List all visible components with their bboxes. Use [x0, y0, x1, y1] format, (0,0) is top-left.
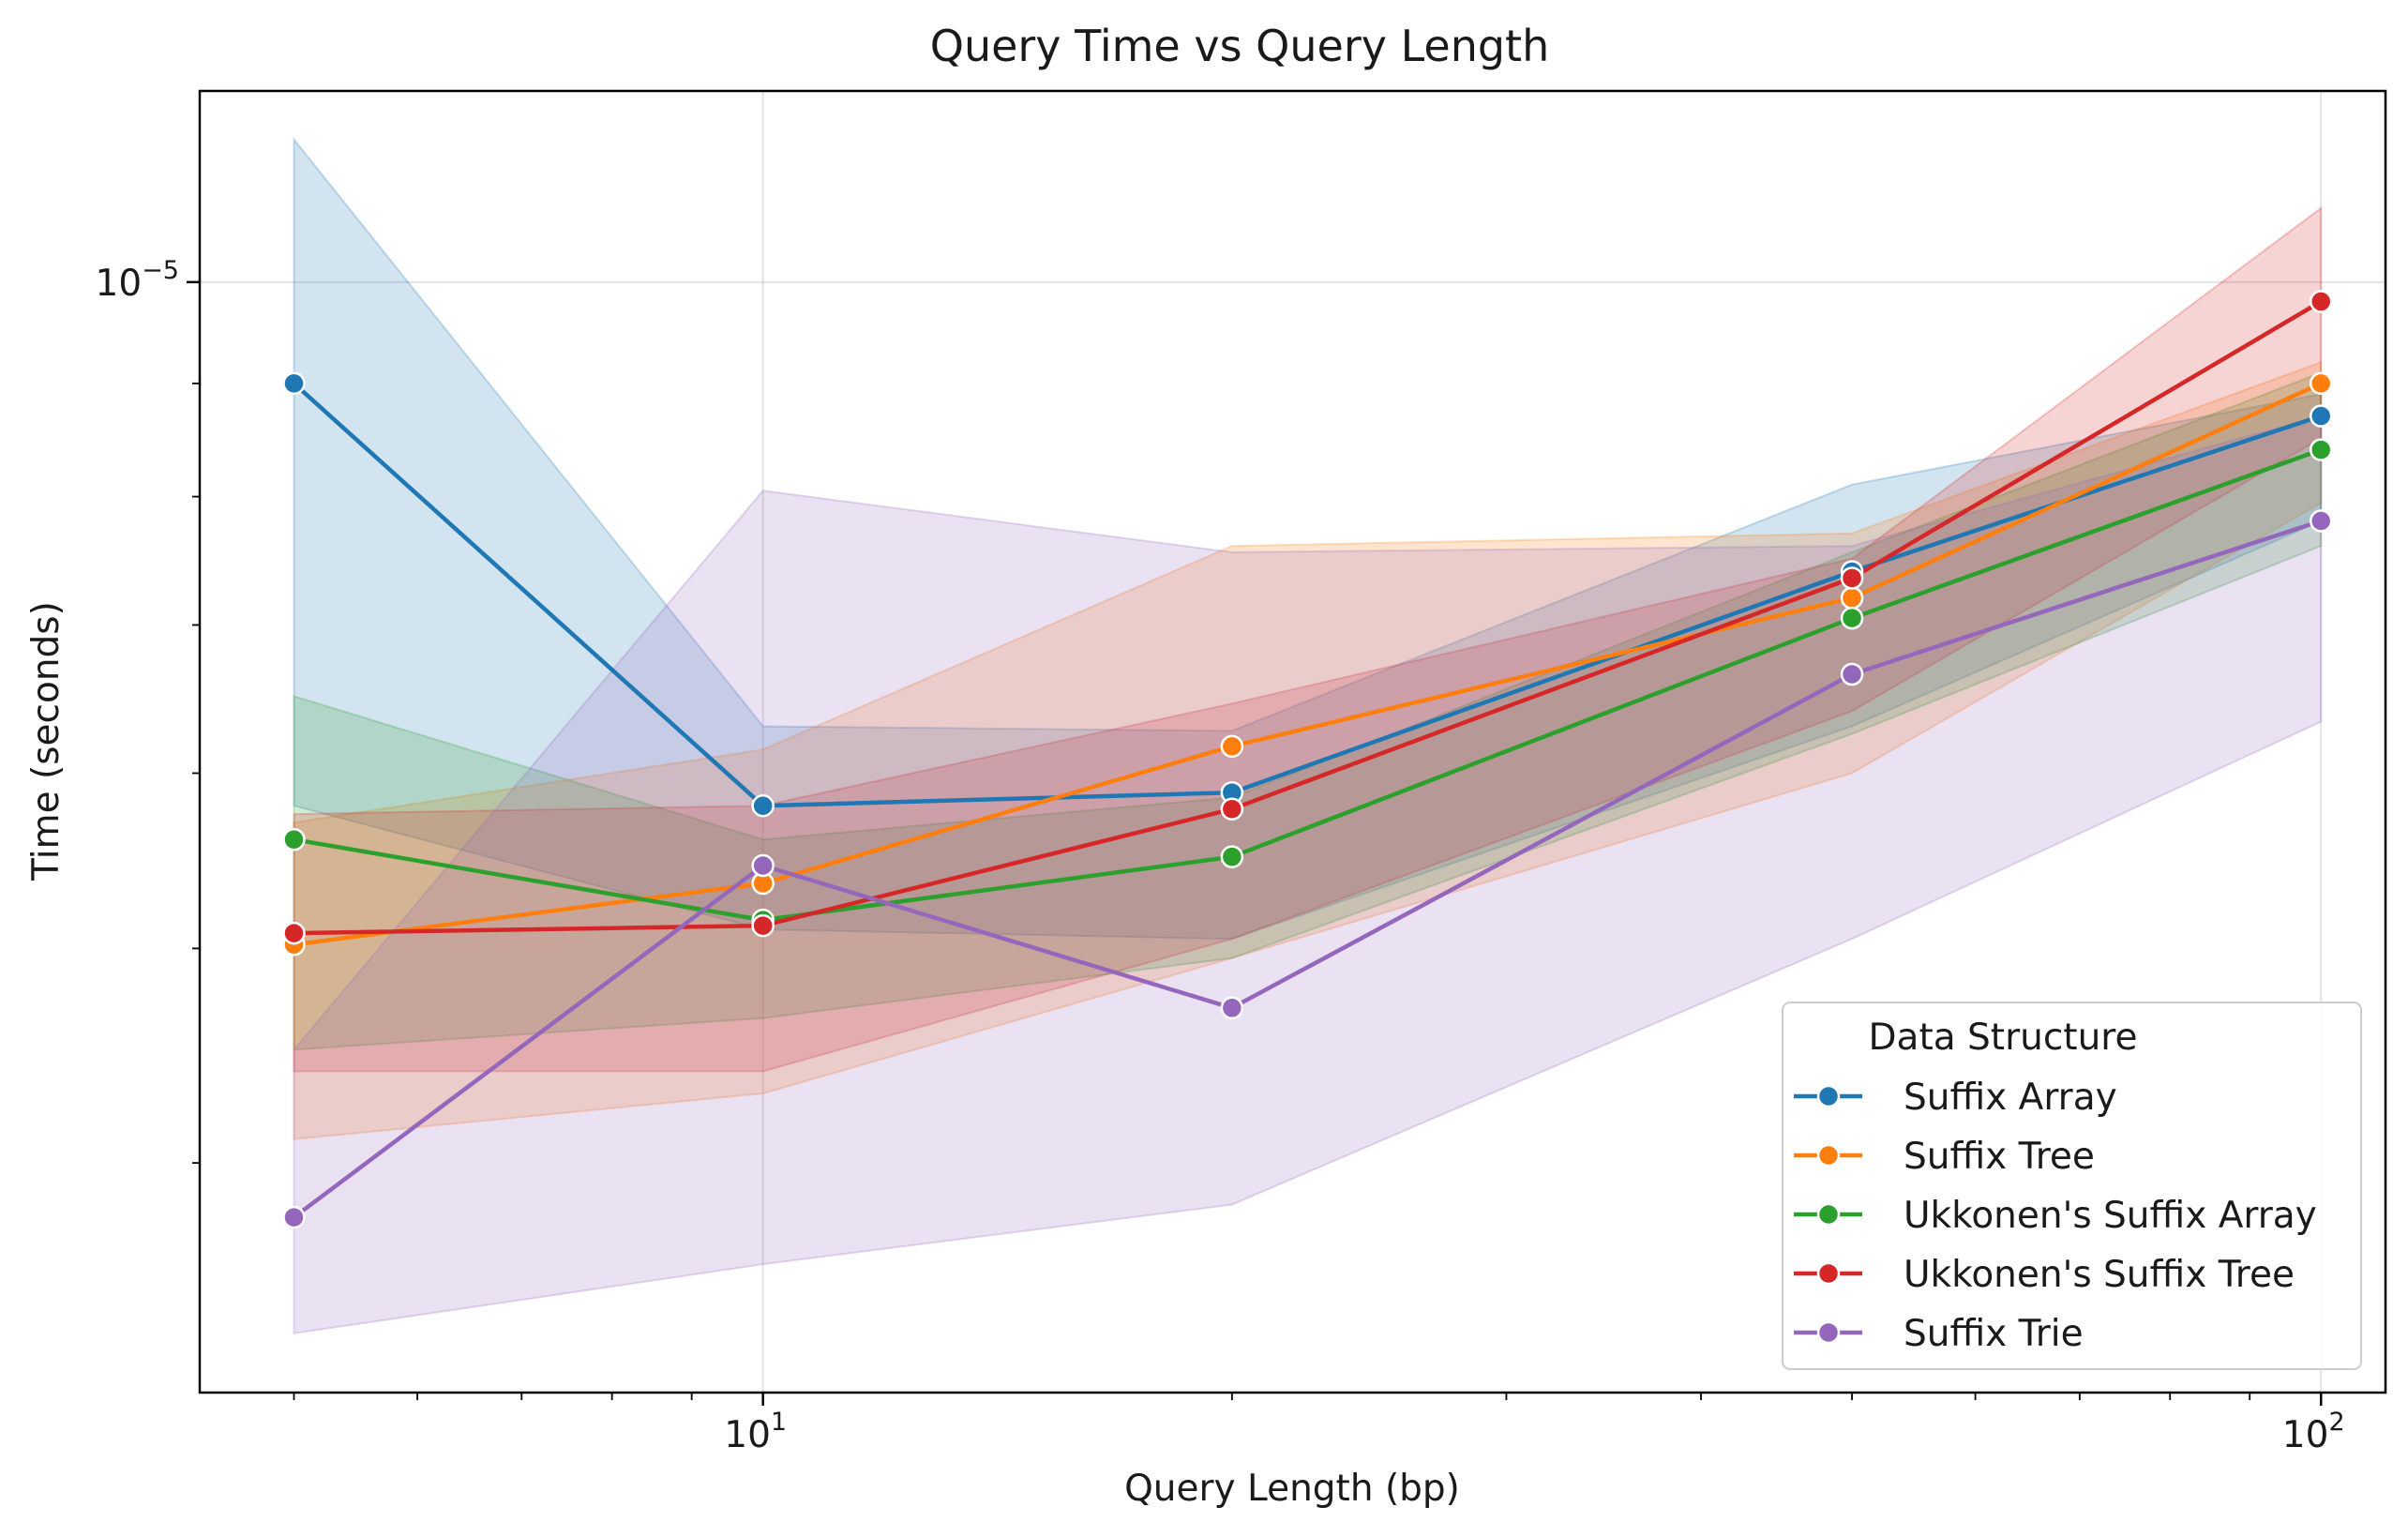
x-tick-label-exponent: 2 — [2328, 1408, 2344, 1437]
point-ukkonen-s-suffix-array — [2309, 438, 2333, 461]
point-suffix-trie — [1840, 662, 1864, 686]
point-ukkonen-s-suffix-tree — [1220, 797, 1244, 821]
point-suffix-trie — [751, 853, 775, 878]
x-axis-label: Query Length (bp) — [1124, 1468, 1460, 1510]
point-ukkonen-s-suffix-array — [1220, 845, 1244, 868]
legend-marker-ukkonen-s-suffix-array — [1816, 1202, 1841, 1227]
point-ukkonen-s-suffix-tree — [1840, 566, 1864, 590]
point-suffix-tree — [1840, 586, 1864, 610]
legend-label-suffix-trie: Suffix Trie — [1904, 1313, 2084, 1355]
y-tick-label-base: 10 — [96, 263, 143, 305]
series-markers — [282, 290, 2333, 1229]
legend-marker-suffix-trie — [1816, 1320, 1841, 1345]
point-suffix-tree — [2309, 371, 2333, 396]
legend-label-suffix-array: Suffix Array — [1904, 1077, 2117, 1119]
x-tick-label-exponent: 1 — [771, 1408, 787, 1437]
band-suffix-trie — [293, 414, 2323, 1335]
point-suffix-array — [751, 793, 775, 818]
legend-marker-ukkonen-s-suffix-tree — [1816, 1261, 1841, 1286]
band-suffix-tree — [293, 360, 2323, 1140]
confidence-bands — [293, 136, 2323, 1335]
point-suffix-tree — [1220, 734, 1244, 759]
legend-label-ukkonen-s-suffix-array: Ukkonen's Suffix Array — [1904, 1195, 2317, 1237]
legend-label-ukkonen-s-suffix-tree: Ukkonen's Suffix Tree — [1904, 1254, 2295, 1296]
point-ukkonen-s-suffix-array — [1840, 606, 1864, 630]
point-ukkonen-s-suffix-array — [282, 827, 306, 851]
point-suffix-trie — [2309, 509, 2333, 533]
point-suffix-trie — [1220, 996, 1244, 1020]
legend-marker-suffix-array — [1816, 1084, 1841, 1108]
y-axis-label: Time (seconds) — [25, 601, 68, 882]
legend-label-suffix-tree: Suffix Tree — [1904, 1136, 2095, 1178]
legend: Data Structure Suffix Array Suffix Tree Uk… — [1782, 1002, 2362, 1370]
point-ukkonen-s-suffix-tree — [282, 921, 306, 945]
point-suffix-array — [2309, 404, 2333, 428]
point-ukkonen-s-suffix-tree — [751, 913, 775, 938]
x-tick-label-base: 10 — [2282, 1414, 2329, 1456]
chart-title: Query Time vs Query Length — [930, 21, 1550, 71]
band-ukkonen-s-suffix-array — [293, 371, 2323, 1051]
plot-area-frame — [198, 89, 2387, 1394]
x-tick-label: 102 — [2282, 1408, 2345, 1456]
y-tick-label: 10−5 — [96, 256, 179, 305]
x-tick-label: 101 — [724, 1408, 787, 1456]
x-tick-label-base: 10 — [724, 1414, 771, 1456]
legend-marker-suffix-tree — [1816, 1143, 1841, 1168]
y-tick-label-exponent: −5 — [142, 256, 179, 285]
legend-items: Suffix Array Suffix Tree Ukkonen's Suffix … — [1794, 1077, 2317, 1355]
point-suffix-array — [282, 371, 306, 396]
point-suffix-trie — [282, 1205, 306, 1229]
point-ukkonen-s-suffix-tree — [2309, 290, 2333, 313]
legend-title: Data Structure — [1869, 1017, 2138, 1059]
legend-box — [1782, 1002, 2362, 1370]
